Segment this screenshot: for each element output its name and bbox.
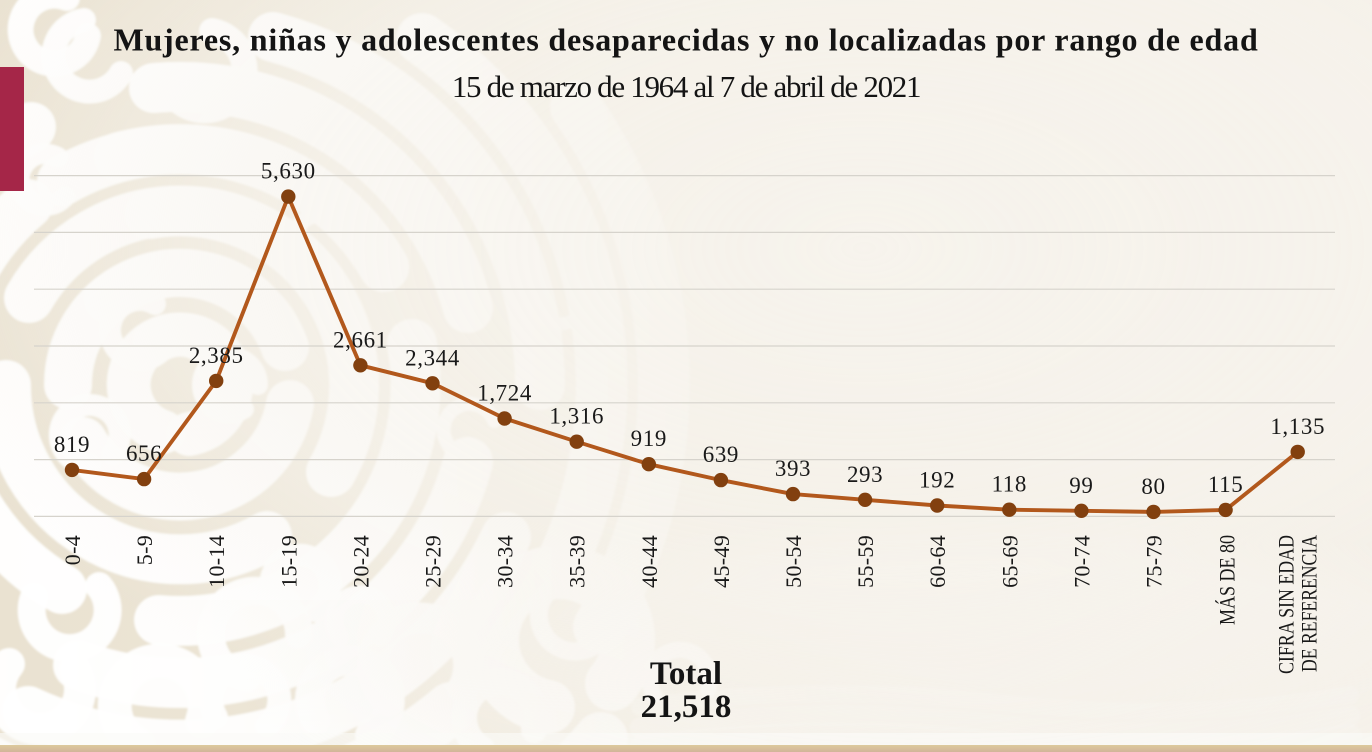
svg-text:70-74: 70-74	[1069, 535, 1094, 588]
svg-text:99: 99	[1069, 473, 1093, 498]
svg-text:30-34: 30-34	[493, 535, 518, 588]
svg-text:20-24: 20-24	[348, 535, 373, 588]
svg-text:192: 192	[919, 468, 955, 493]
svg-text:0-4: 0-4	[60, 535, 85, 565]
svg-text:919: 919	[631, 426, 667, 451]
svg-text:1,724: 1,724	[477, 381, 532, 406]
svg-text:Mujeres, niñas y adolescentes: Mujeres, niñas y adolescentes desapareci…	[113, 22, 1258, 58]
svg-text:393: 393	[775, 456, 811, 481]
svg-text:15 de marzo de 1964 al 7 de ab: 15 de marzo de 1964 al 7 de abril de 202…	[452, 69, 920, 104]
svg-text:15-19: 15-19	[276, 535, 301, 588]
svg-text:293: 293	[847, 462, 883, 487]
svg-text:80: 80	[1141, 474, 1165, 499]
svg-text:639: 639	[703, 442, 739, 467]
svg-text:5-9: 5-9	[132, 535, 157, 565]
svg-text:65-69: 65-69	[997, 535, 1022, 588]
svg-text:2,661: 2,661	[333, 327, 388, 352]
svg-text:2,344: 2,344	[405, 345, 460, 370]
svg-text:Total: Total	[650, 656, 722, 692]
svg-text:75-79: 75-79	[1142, 535, 1167, 588]
svg-text:40-44: 40-44	[637, 535, 662, 588]
svg-text:25-29: 25-29	[421, 535, 446, 588]
svg-text:10-14: 10-14	[204, 535, 229, 588]
svg-text:CIFRA SIN EDAD: CIFRA SIN EDAD	[1274, 535, 1299, 674]
svg-text:55-59: 55-59	[853, 535, 878, 588]
svg-text:2,385: 2,385	[189, 343, 244, 368]
svg-text:50-54: 50-54	[781, 535, 806, 588]
svg-text:1,316: 1,316	[549, 404, 604, 429]
svg-text:21,518: 21,518	[641, 689, 732, 725]
svg-text:35-39: 35-39	[565, 535, 590, 588]
svg-text:1,135: 1,135	[1270, 414, 1325, 439]
svg-text:MÁS DE 80: MÁS DE 80	[1215, 535, 1240, 625]
svg-text:5,630: 5,630	[261, 159, 316, 184]
svg-text:118: 118	[992, 472, 1027, 497]
svg-text:115: 115	[1208, 472, 1243, 497]
svg-text:DE REFERENCIA: DE REFERENCIA	[1297, 535, 1322, 672]
svg-text:656: 656	[126, 441, 162, 466]
svg-text:45-49: 45-49	[709, 535, 734, 588]
svg-text:819: 819	[54, 432, 90, 457]
svg-text:60-64: 60-64	[925, 535, 950, 588]
